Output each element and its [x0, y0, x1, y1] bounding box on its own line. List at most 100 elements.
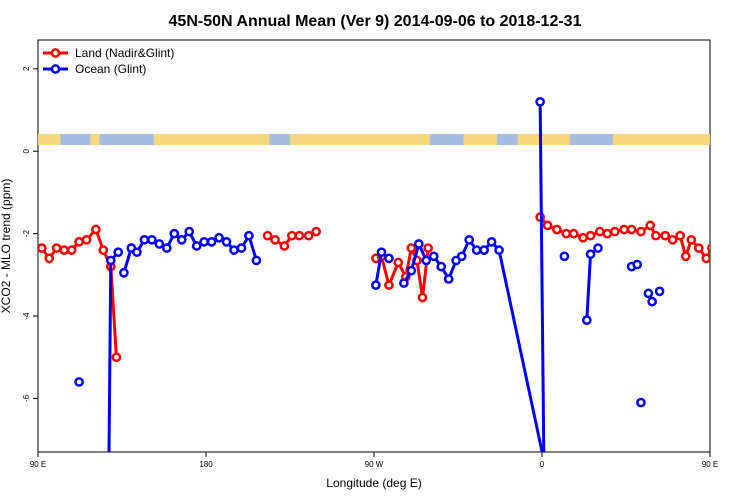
- data-point: [559, 251, 570, 262]
- map-ocean: [269, 133, 290, 146]
- data-point: [675, 230, 685, 241]
- map-ocean: [497, 133, 518, 146]
- data-point: [98, 245, 109, 255]
- data-point: [654, 286, 665, 297]
- y-tick-label: -4: [22, 312, 31, 320]
- data-point: [236, 243, 247, 253]
- data-point: [244, 230, 254, 241]
- data-point: [680, 251, 691, 262]
- data-point: [456, 251, 467, 262]
- data-point: [595, 226, 605, 237]
- legend-marker: [50, 48, 61, 58]
- data-point: [413, 239, 424, 249]
- data-point: [399, 278, 409, 288]
- data-point: [421, 255, 432, 266]
- map-ocean: [60, 133, 91, 146]
- data-point: [376, 247, 387, 258]
- data-point: [59, 245, 69, 255]
- series-ocean: [74, 96, 665, 452]
- series-line: [539, 216, 710, 262]
- data-point: [44, 253, 55, 264]
- data-point: [169, 228, 180, 239]
- data-point: [91, 224, 101, 235]
- data-point: [660, 230, 671, 241]
- data-point: [693, 243, 704, 253]
- data-point: [443, 274, 454, 284]
- data-point: [111, 352, 122, 363]
- x-tick-label: 90 W: [365, 460, 384, 469]
- legend-item: Ocean (Glint): [43, 62, 146, 76]
- data-point: [66, 245, 77, 255]
- data-point: [51, 243, 62, 253]
- data-point: [270, 234, 280, 245]
- chart-title: 45N-50N Annual Mean (Ver 9) 2014-09-06 t…: [169, 13, 582, 30]
- x-tick-label: 0: [540, 460, 545, 469]
- data-point: [718, 244, 725, 251]
- y-axis: 2 0 -2 -4 -6: [22, 66, 38, 402]
- x-tick-label: 90 E: [702, 460, 718, 469]
- data-point: [214, 232, 224, 243]
- data-point: [651, 230, 661, 241]
- data-point: [303, 230, 314, 241]
- data-point: [619, 224, 629, 235]
- data-point: [191, 241, 202, 251]
- data-point: [707, 243, 710, 253]
- map-ocean: [710, 134, 742, 145]
- data-point: [132, 247, 142, 258]
- x-tick-label: 90 E: [30, 460, 46, 469]
- series-line: [585, 246, 599, 321]
- data-point: [262, 230, 273, 241]
- data-point: [199, 237, 209, 247]
- data-point: [176, 234, 187, 245]
- data-point: [279, 241, 290, 251]
- data-point: [626, 224, 637, 235]
- legend-label: Land (Nadir&Glint): [75, 46, 174, 60]
- data-point: [251, 255, 262, 266]
- data-point: [552, 224, 562, 235]
- data-point: [486, 237, 497, 247]
- data-point: [311, 226, 321, 237]
- data-point: [561, 228, 572, 239]
- data-point: [578, 232, 588, 243]
- y-tick-label: -6: [22, 394, 31, 402]
- data-point: [81, 234, 92, 245]
- data-point: [464, 234, 475, 245]
- data-point: [74, 377, 84, 387]
- data-point: [74, 237, 84, 247]
- data-point: [585, 230, 596, 241]
- data-point: [38, 243, 47, 253]
- data-point: [384, 280, 394, 290]
- data-point: [161, 243, 172, 253]
- data-point: [585, 249, 596, 260]
- data-point: [535, 96, 545, 107]
- data-point: [206, 237, 217, 247]
- legend: Land (Nadir&Glint) Ocean (Glint): [43, 46, 174, 76]
- data-point: [154, 239, 165, 249]
- data-point: [645, 220, 656, 231]
- map-ocean: [430, 133, 464, 146]
- data-point: [428, 251, 439, 262]
- series-layer: [38, 96, 747, 452]
- data-point: [593, 243, 603, 253]
- y-tick-label: 2: [22, 66, 31, 71]
- data-point: [686, 234, 697, 245]
- data-point: [581, 315, 592, 326]
- plot-frame: [37, 39, 711, 453]
- y-tick-label: -2: [22, 230, 31, 238]
- series-land: [38, 212, 747, 363]
- x-axis: 90 E 180 90 W 0 90 E: [30, 452, 718, 469]
- data-point: [113, 247, 124, 258]
- map-ocean: [99, 133, 154, 146]
- data-point: [371, 280, 381, 290]
- data-point: [647, 296, 657, 307]
- data-point: [494, 245, 504, 255]
- data-point: [105, 255, 116, 266]
- legend-marker: [50, 64, 61, 74]
- y-tick-label: 0: [22, 148, 31, 153]
- data-point: [436, 261, 447, 272]
- data-point: [139, 234, 150, 245]
- data-point: [733, 238, 740, 245]
- legend-label: Ocean (Glint): [75, 62, 146, 76]
- data-point: [740, 234, 747, 241]
- x-tick-label: 180: [199, 460, 213, 469]
